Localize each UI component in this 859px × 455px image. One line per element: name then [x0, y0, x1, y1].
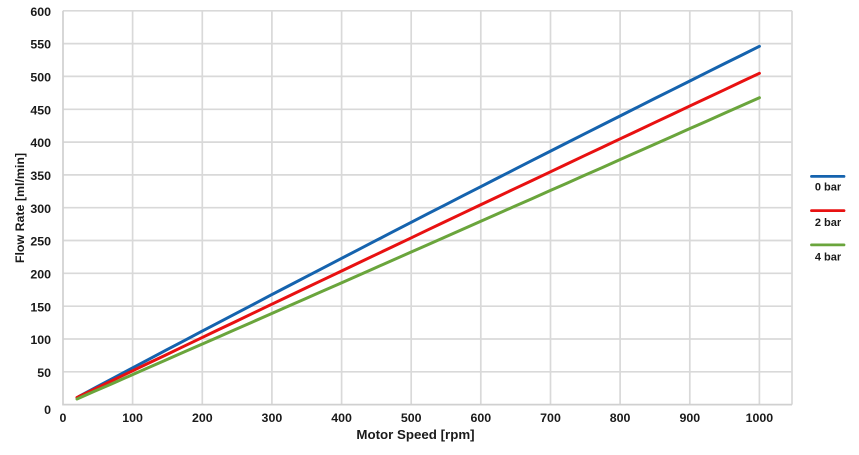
- svg-text:0: 0: [44, 403, 51, 417]
- svg-text:600: 600: [470, 411, 491, 425]
- svg-text:150: 150: [30, 300, 51, 314]
- svg-text:0 bar: 0 bar: [815, 182, 842, 194]
- svg-text:0: 0: [60, 411, 67, 425]
- svg-text:2 bar: 2 bar: [815, 217, 842, 229]
- svg-text:800: 800: [610, 411, 631, 425]
- svg-text:300: 300: [262, 411, 283, 425]
- svg-text:250: 250: [30, 235, 51, 249]
- svg-text:300: 300: [30, 202, 51, 216]
- svg-text:500: 500: [401, 411, 422, 425]
- svg-text:100: 100: [30, 333, 51, 347]
- svg-text:100: 100: [122, 411, 143, 425]
- svg-text:50: 50: [37, 366, 51, 380]
- svg-text:450: 450: [30, 103, 51, 117]
- svg-text:500: 500: [30, 71, 51, 85]
- svg-text:Flow Rate [ml/min]: Flow Rate [ml/min]: [13, 153, 27, 263]
- svg-text:Motor Speed [rpm]: Motor Speed [rpm]: [356, 427, 474, 442]
- svg-text:4 bar: 4 bar: [815, 252, 842, 264]
- svg-text:200: 200: [192, 411, 213, 425]
- svg-text:700: 700: [540, 411, 561, 425]
- svg-text:350: 350: [30, 169, 51, 183]
- svg-text:400: 400: [331, 411, 352, 425]
- svg-text:550: 550: [30, 38, 51, 52]
- svg-text:200: 200: [30, 267, 51, 281]
- svg-text:900: 900: [679, 411, 700, 425]
- svg-text:400: 400: [30, 136, 51, 150]
- svg-text:1000: 1000: [746, 411, 774, 425]
- svg-text:600: 600: [30, 5, 51, 19]
